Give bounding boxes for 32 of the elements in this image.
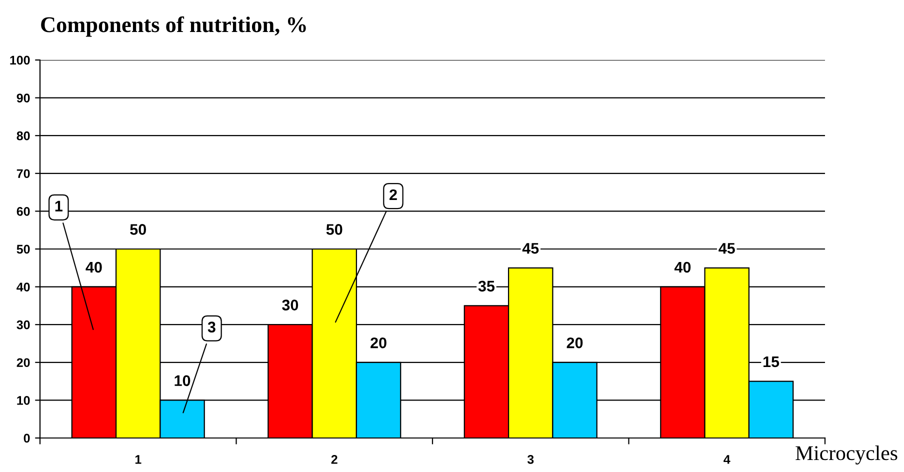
y-tick-label: 10 (17, 396, 30, 405)
x-axis-title: Microcycles (796, 446, 898, 464)
y-tick-label: 20 (16, 358, 30, 368)
y-tick-label: 100 (10, 56, 30, 65)
y-tick-label: 80 (16, 131, 30, 140)
y-tick-label: 90 (16, 94, 30, 102)
data-label: 45 (522, 243, 539, 254)
x-tick-label: 3 (527, 454, 534, 464)
y-tick-label: 60 (16, 207, 30, 216)
annotation: 1 (55, 200, 62, 212)
y-tick-label: 50 (16, 244, 30, 254)
data-label: 35 (478, 280, 495, 292)
data-label: 20 (370, 337, 386, 348)
data-label: 40 (86, 262, 102, 273)
y-tick-label: 70 (16, 169, 30, 178)
y-tick-label: 30 (16, 320, 30, 330)
chart-title: Components of nutrition, % (41, 16, 306, 37)
data-label: 50 (326, 224, 342, 235)
annotation: 2 (390, 189, 397, 200)
data-label: 10 (174, 375, 190, 386)
data-label: 40 (674, 262, 691, 273)
data-label: 50 (130, 224, 146, 235)
y-tick-label: 0 (24, 434, 30, 443)
data-label: 45 (718, 243, 735, 254)
y-tick-label: 40 (16, 282, 30, 292)
x-tick-label: 1 (135, 455, 142, 464)
annotation: 3 (208, 322, 216, 333)
data-label: 15 (763, 356, 780, 368)
data-label: 30 (282, 300, 298, 310)
data-label: 20 (566, 337, 583, 348)
x-tick-label: 4 (724, 455, 730, 464)
x-tick-label: 2 (331, 454, 338, 464)
